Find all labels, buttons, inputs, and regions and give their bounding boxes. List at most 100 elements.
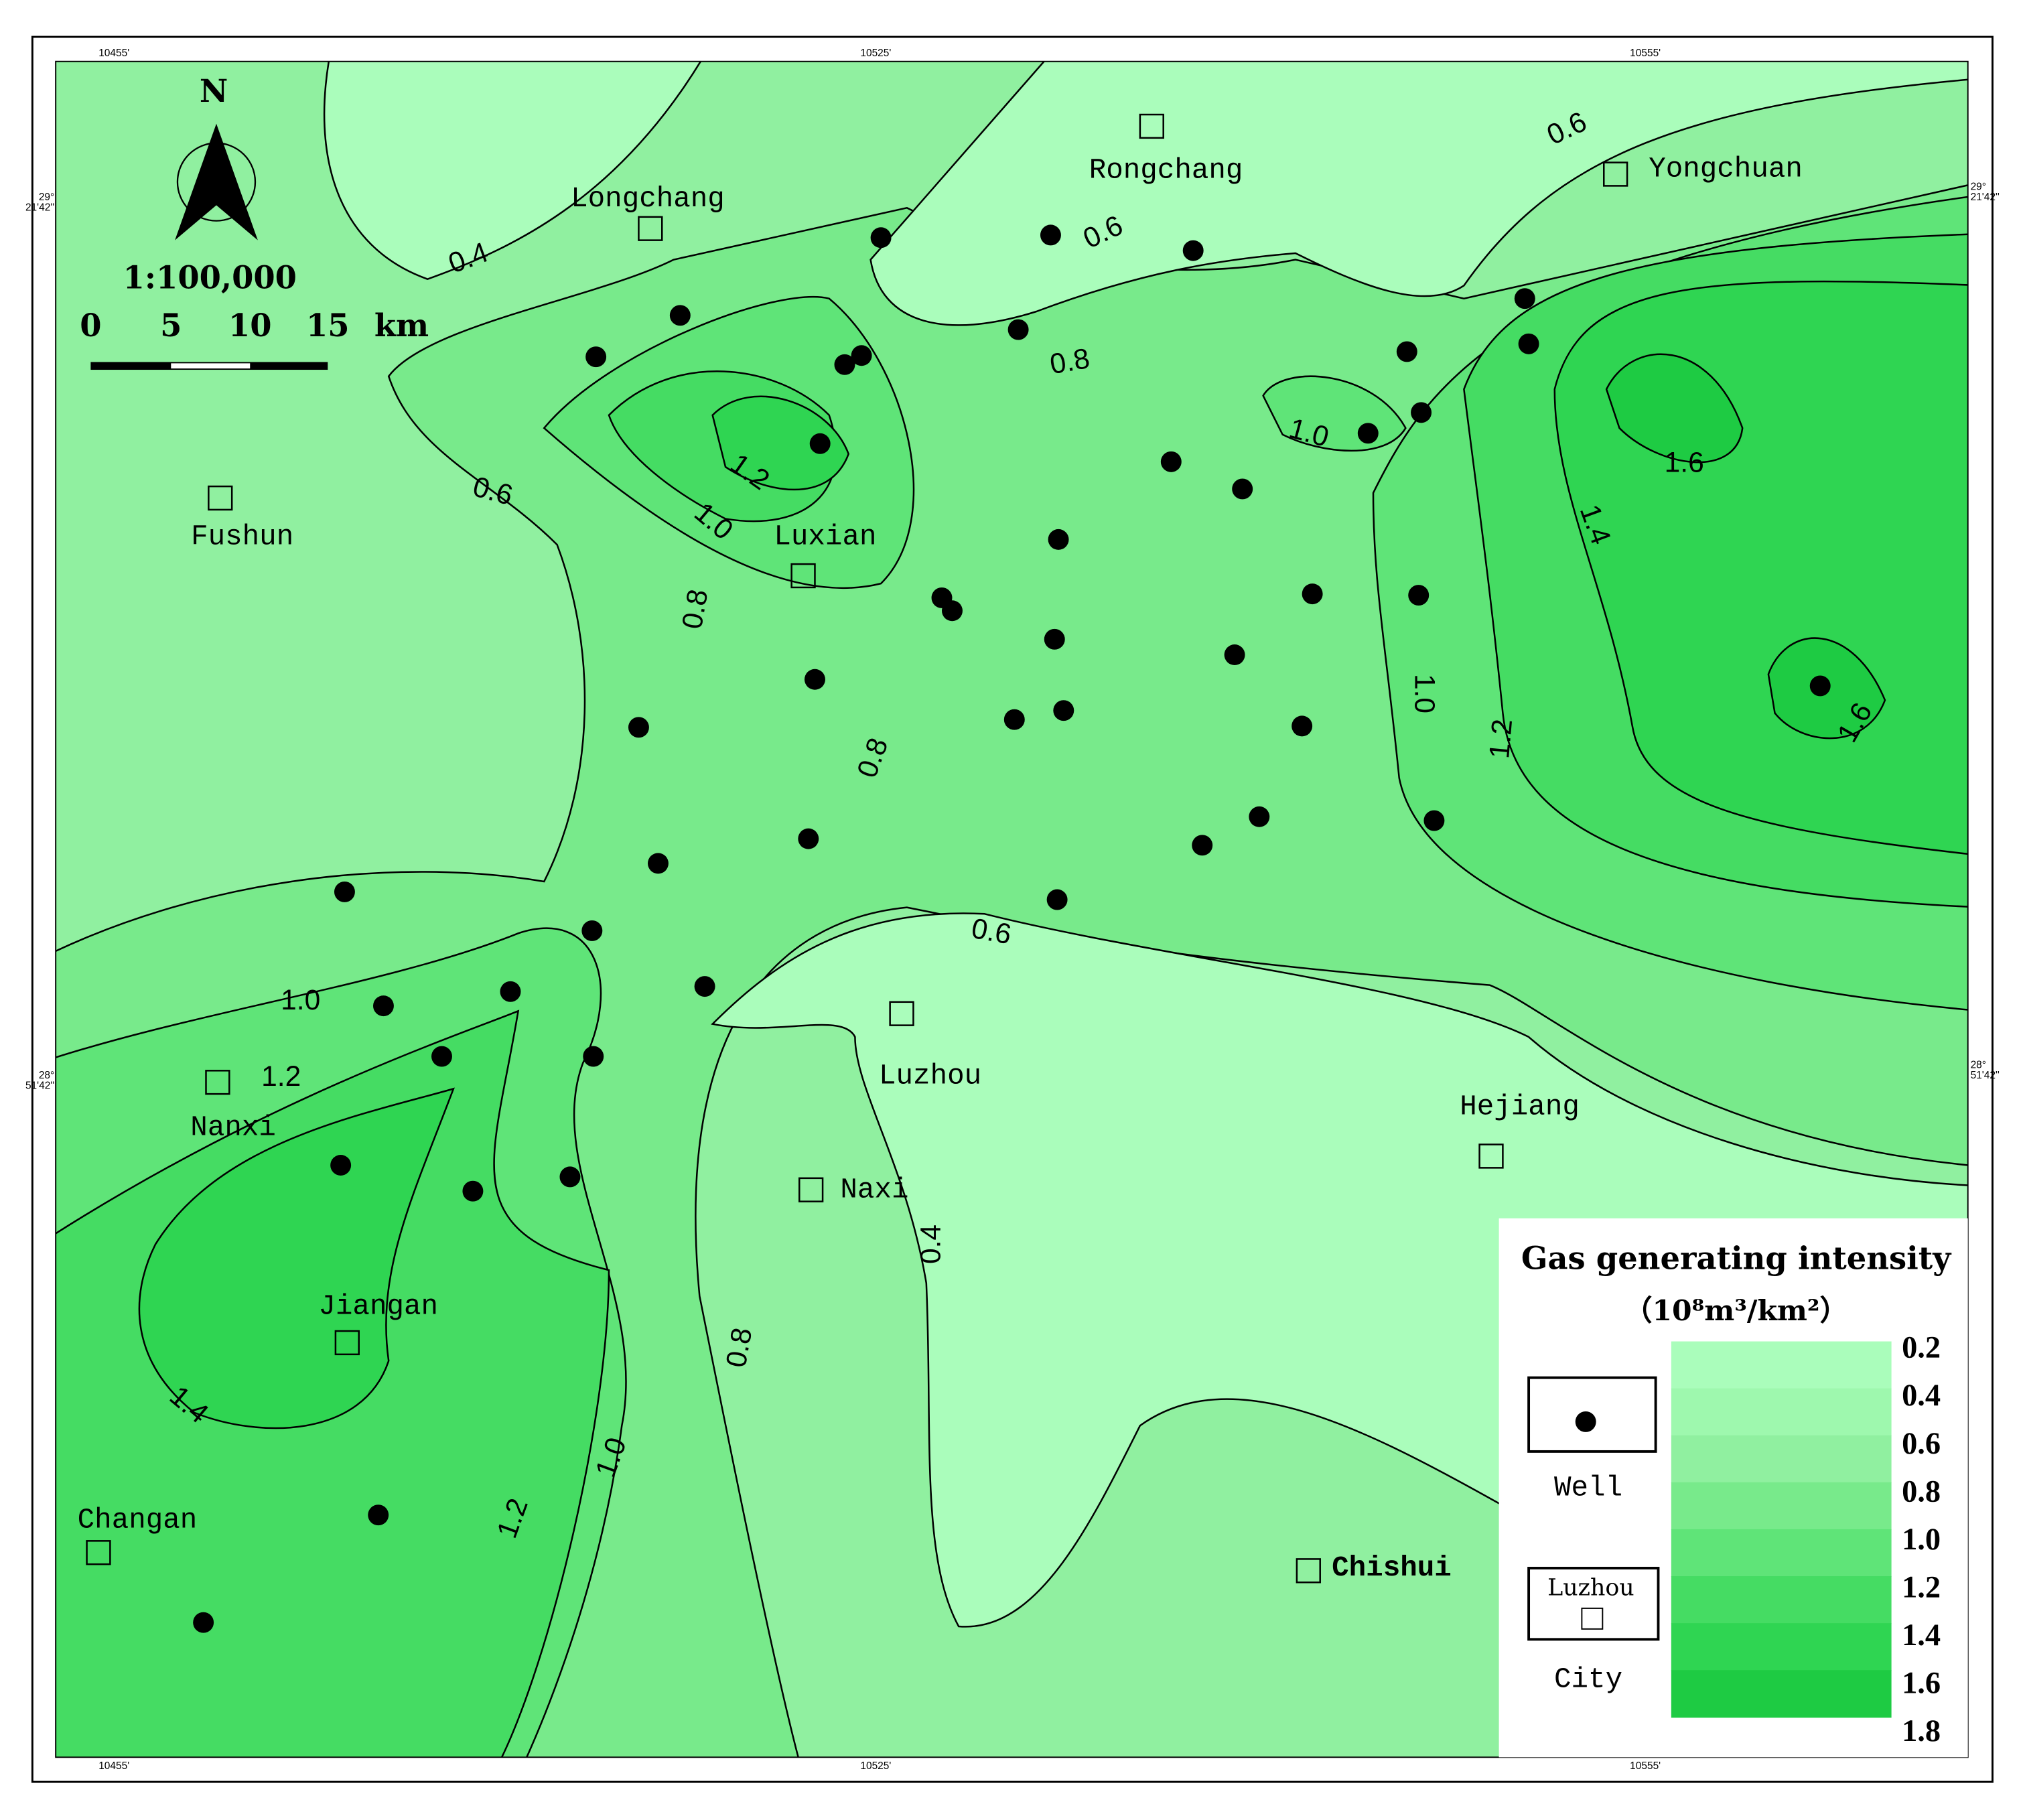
well: [628, 717, 649, 738]
legend-band: [1671, 1529, 1892, 1578]
city-symbol: [798, 1177, 824, 1202]
north-pointer: [175, 123, 258, 240]
city-label: Changan: [78, 1504, 198, 1537]
well: [1408, 585, 1430, 606]
contour-label: 0.8: [1048, 342, 1093, 381]
city-label: Hejiang: [1460, 1091, 1580, 1123]
contour-label: 0.6: [969, 912, 1014, 951]
coord-label: 10525': [860, 1760, 891, 1772]
well: [798, 828, 819, 849]
well: [669, 305, 691, 326]
city-label: Luzhou: [879, 1060, 981, 1092]
well: [870, 227, 892, 249]
well: [804, 669, 825, 690]
well: [462, 1180, 484, 1202]
city-label: Rongchang: [1089, 154, 1243, 186]
well: [1048, 529, 1069, 550]
region-04: [869, 61, 1968, 326]
well: [1003, 709, 1025, 730]
legend-level: 1.2: [1902, 1570, 1941, 1604]
city-legend-sample: Luzhou: [1547, 1574, 1634, 1601]
region-14: [711, 395, 850, 491]
city-label: Luxian: [774, 521, 876, 553]
city-symbol: [889, 1001, 914, 1026]
coord-label: 28°: [39, 1070, 54, 1081]
coord-label: 10455': [98, 48, 129, 59]
coord-label: 51'42'': [25, 1080, 54, 1092]
contour-fill: [56, 61, 1968, 1758]
contour-label: 1.2: [1483, 717, 1519, 760]
well: [941, 600, 963, 622]
legend-unit: （10⁸m³/km²）: [1624, 1294, 1848, 1328]
well: [559, 1166, 581, 1188]
legend-band: [1671, 1623, 1892, 1671]
coord-label: 10555': [1630, 1760, 1661, 1772]
legend-band: [1671, 1341, 1892, 1389]
city-label: Nanxi: [190, 1112, 276, 1144]
well: [1040, 224, 1061, 246]
well: [372, 995, 394, 1017]
city-symbol: [86, 1540, 111, 1565]
region-04: [323, 61, 702, 280]
coord-label: 29°: [1971, 181, 1986, 192]
well: [330, 1155, 352, 1176]
city-label: Jiangan: [318, 1291, 438, 1323]
legend-level: 0.6: [1902, 1427, 1941, 1461]
coord-label: 21'42'': [1971, 192, 2000, 203]
city-symbol: [208, 485, 233, 511]
well: [585, 346, 607, 368]
well: [1249, 806, 1270, 827]
well-legend-symbol: [1575, 1411, 1596, 1432]
well: [1809, 675, 1831, 697]
legend-title: Gas generating intensity: [1521, 1240, 1952, 1277]
scale-tick: 15: [306, 307, 350, 344]
city-symbol: [790, 563, 816, 589]
legend-level: 1.8: [1902, 1714, 1941, 1748]
well: [1396, 341, 1417, 362]
coord-label: 10525': [860, 48, 891, 59]
coord-label: 10455': [98, 1760, 129, 1772]
legend-band: [1671, 1482, 1892, 1530]
scale-unit: km: [374, 307, 429, 344]
legend-band: [1671, 1435, 1892, 1483]
well: [1160, 451, 1182, 472]
well: [500, 981, 521, 1002]
city-symbol: [1296, 1558, 1321, 1584]
well: [581, 920, 603, 941]
well: [1044, 628, 1065, 650]
legend-level: 1.0: [1902, 1523, 1941, 1557]
well: [1046, 889, 1068, 910]
city-label: Yongchuan: [1649, 153, 1803, 186]
scale-ratio: 1:100,000: [123, 259, 297, 296]
region-14: [138, 1087, 455, 1429]
north-arrow: N: [175, 72, 258, 240]
well: [1232, 478, 1253, 500]
legend-level: 0.8: [1902, 1474, 1941, 1509]
well: [1423, 810, 1445, 831]
city-label: Naxi: [840, 1174, 908, 1206]
city-symbol: [334, 1330, 360, 1356]
city-label: Longchang: [571, 183, 725, 215]
scale-bar-gap: [171, 363, 251, 369]
legend-level: 0.4: [1902, 1379, 1941, 1413]
well: [1007, 319, 1029, 340]
well: [1192, 835, 1213, 856]
city-legend-symbol: [1581, 1607, 1604, 1630]
well: [1357, 423, 1379, 444]
contour-label: 1.0: [1408, 674, 1440, 713]
region-16: [1605, 353, 1744, 464]
well: [1518, 333, 1539, 354]
well: [834, 354, 855, 375]
coord-label: 29°: [39, 192, 54, 203]
legend-band: [1671, 1576, 1892, 1624]
well: [851, 345, 872, 366]
scale-tick: 0: [80, 307, 101, 344]
contour-label: 0.4: [915, 1224, 947, 1264]
well: [431, 1046, 452, 1067]
map-frame: [55, 60, 1969, 1758]
city-symbol: [1603, 161, 1628, 187]
well: [694, 976, 715, 997]
well: [1411, 402, 1432, 423]
north-label: N: [200, 72, 228, 109]
